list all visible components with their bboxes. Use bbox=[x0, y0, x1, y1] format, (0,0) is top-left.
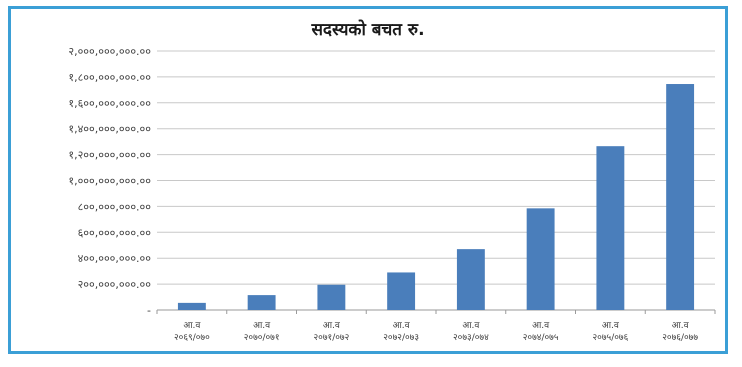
y-tick-label: १,८००,०००,०००.०० bbox=[68, 71, 151, 84]
y-tick-label: १,४००,०००,०००.०० bbox=[68, 123, 151, 136]
x-tick-label: २०७३/०७४ bbox=[453, 333, 489, 343]
bar bbox=[177, 302, 206, 310]
x-tick-label: आ.व bbox=[672, 321, 690, 331]
chart-frame: सदस्यको बचत रु. - २००,०००,०००.०० ४००,०००,०… bbox=[8, 6, 728, 354]
x-tick-label: आ.व bbox=[462, 321, 480, 331]
y-tick-label: १,६००,०००,०००.०० bbox=[68, 97, 151, 110]
x-tick-label: २०७५/०७६ bbox=[592, 333, 628, 343]
x-tick-label: २०७२/०७३ bbox=[383, 333, 419, 343]
bar bbox=[317, 284, 346, 310]
bar bbox=[456, 249, 485, 310]
x-tick-label: २०७१/०७२ bbox=[313, 333, 349, 343]
chart-title: सदस्यको बचत रु. bbox=[311, 20, 425, 40]
x-tick-label: २०७६/०७७ bbox=[662, 333, 698, 343]
y-tick-label: ६००,०००,०००.०० bbox=[78, 226, 152, 239]
x-tick-label: २०७४/०७५ bbox=[523, 333, 559, 343]
x-tick-label: आ.व bbox=[532, 321, 550, 331]
x-tick-label: आ.व bbox=[183, 321, 201, 331]
x-tick-label: आ.व bbox=[253, 321, 271, 331]
y-tick-label: १,०००,०००,०००.०० bbox=[68, 175, 151, 188]
y-tick-label: ४००,०००,०००.०० bbox=[78, 252, 152, 265]
bar bbox=[387, 272, 416, 310]
y-tick-label: ८००,०००,०००.०० bbox=[78, 200, 152, 213]
bar bbox=[666, 84, 695, 311]
bar-chart: - २००,०००,०००.०० ४००,०००,०००.०० ६००,०००,०००… bbox=[68, 45, 716, 343]
bar bbox=[526, 208, 555, 310]
y-tick-label: १,२००,०००,०००.०० bbox=[68, 149, 151, 162]
x-tick-label: २०६९/०७० bbox=[174, 333, 210, 343]
y-tick-label: २००,०००,०००.०० bbox=[78, 278, 152, 291]
x-tick-label: आ.व bbox=[393, 321, 411, 331]
x-tick-label: आ.व bbox=[323, 321, 341, 331]
y-tick-label: २,०००,०००,०००.०० bbox=[68, 45, 151, 58]
bar bbox=[247, 295, 276, 310]
x-tick-label: आ.व bbox=[602, 321, 620, 331]
bar bbox=[596, 146, 625, 310]
x-tick-label: २०७०/०७१ bbox=[244, 333, 280, 343]
y-tick-label: - bbox=[147, 304, 151, 317]
